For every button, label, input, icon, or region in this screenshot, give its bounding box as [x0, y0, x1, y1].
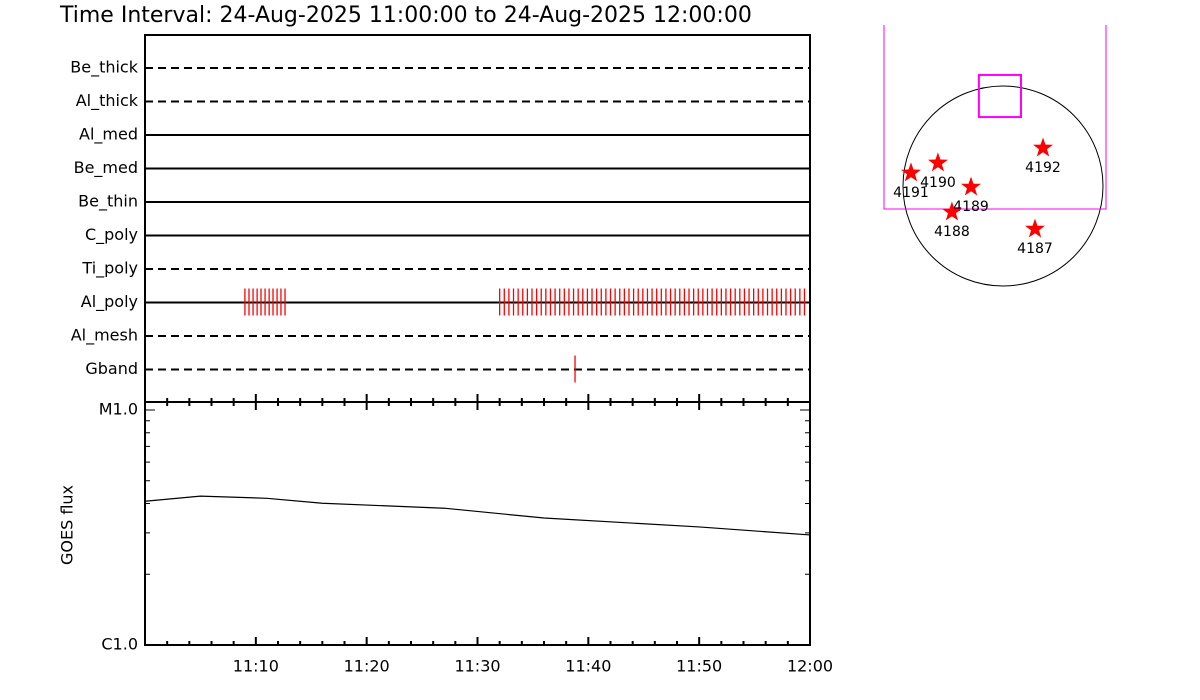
row-label: Ti_poly — [81, 259, 138, 279]
row-label: Be_thin — [78, 192, 138, 212]
row-label: Gband — [85, 359, 138, 378]
panel-frame — [144, 34, 811, 402]
panel-frame — [144, 401, 811, 646]
row-label: Al_poly — [81, 292, 138, 312]
region-label: 4187 — [1017, 241, 1053, 257]
row-label: Al_thick — [76, 91, 139, 111]
region-star — [942, 201, 962, 221]
solar-disk — [902, 85, 1104, 287]
region-label: 4189 — [953, 199, 989, 215]
x-tick-label: 11:20 — [344, 657, 390, 676]
region-star — [961, 176, 981, 196]
region-star — [901, 162, 921, 182]
goes-line — [144, 495, 811, 536]
region-label: 4192 — [1025, 160, 1061, 176]
subfield-box — [977, 73, 1022, 119]
y-tick-label: C1.0 — [101, 635, 138, 654]
row-label: Be_med — [74, 158, 138, 178]
region-label: 4190 — [920, 175, 956, 191]
y-tick-label: M1.0 — [99, 400, 138, 419]
region-star — [1033, 137, 1053, 157]
title: Time Interval: 24-Aug-2025 11:00:00 to 2… — [59, 3, 752, 28]
region-star — [928, 152, 948, 172]
row-label: Al_med — [79, 125, 138, 145]
row-label: Al_mesh — [71, 326, 138, 346]
row-label: Be_thick — [70, 58, 138, 78]
x-tick-label: 11:30 — [454, 657, 500, 676]
row-label: C_poly — [85, 225, 138, 245]
fov-box — [883, 24, 1107, 210]
x-tick-label: 11:50 — [676, 657, 722, 676]
region-label: 4188 — [934, 224, 970, 240]
y-axis-label: GOES flux — [58, 485, 77, 565]
x-tick-label: 11:10 — [233, 657, 279, 676]
x-tick-label: 11:40 — [565, 657, 611, 676]
x-tick-label: 12:00 — [787, 657, 833, 676]
region-star — [1025, 218, 1045, 238]
region-label: 4191 — [893, 185, 929, 201]
